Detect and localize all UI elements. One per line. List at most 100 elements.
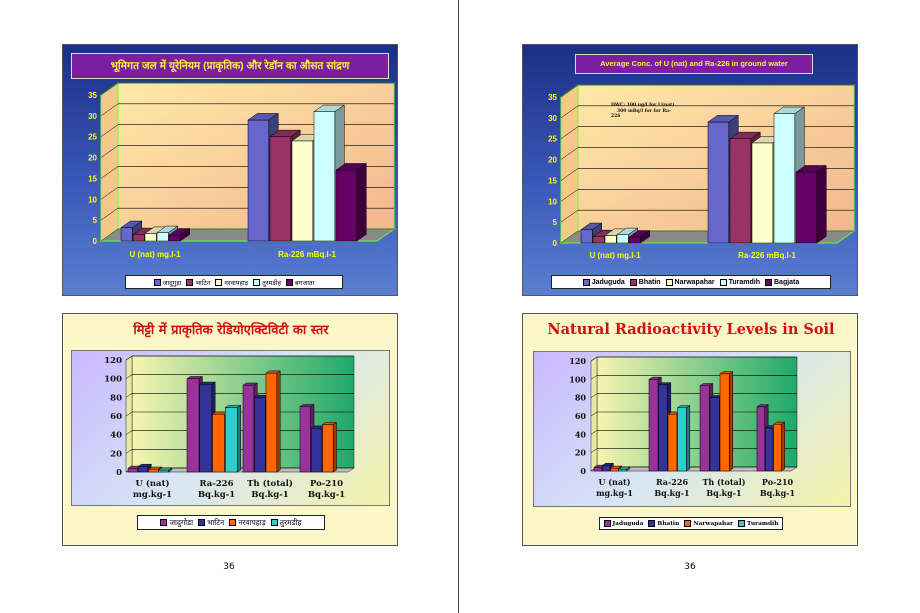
plot-side-wall bbox=[100, 82, 119, 242]
page-number: 36 bbox=[223, 562, 235, 572]
gridline-side bbox=[100, 103, 119, 117]
y-tick-label: 5 bbox=[553, 218, 558, 227]
gridline-side bbox=[125, 355, 133, 361]
legend-label: नरवापहाड़ bbox=[238, 517, 266, 527]
bar bbox=[224, 404, 242, 473]
x-category-label: mg.kg-1 bbox=[133, 490, 172, 500]
legend-label: Narwapahar bbox=[693, 520, 734, 527]
legend-item: बगजाता bbox=[286, 278, 314, 287]
left-page: भूमिगत जल में यूरेनियम (प्राकृतिक) और रे… bbox=[0, 0, 459, 613]
legend-item: जादुगोडा bbox=[160, 518, 193, 528]
bar bbox=[617, 466, 631, 472]
y-tick-label: 35 bbox=[88, 91, 97, 100]
x-category-label: Bq.kg-1 bbox=[706, 488, 741, 498]
legend-item: तुरमडीह bbox=[270, 518, 302, 528]
slide-title: Natural Radioactivity Levels in Soil bbox=[547, 321, 835, 338]
legend-label: जादुगोडा bbox=[169, 517, 194, 527]
legend-label: जादुगुड़ा bbox=[162, 278, 182, 287]
bar bbox=[676, 405, 691, 472]
legend-swatch bbox=[603, 520, 611, 527]
y-tick-label: 60 bbox=[575, 411, 587, 421]
groundwater-chart-english: 0 5 10 15 20 25 30 35 U (nat) mg.l-1 Ra-226 mBq.l… bbox=[548, 84, 856, 260]
groundwater-chart-hindi: 0 5 10 15 20 25 30 35 U (nat) mg.l-1 Ra-226 mBq.l… bbox=[88, 82, 396, 259]
gridline-side bbox=[100, 124, 119, 137]
legend-swatch bbox=[684, 520, 692, 527]
gridline-side bbox=[560, 230, 579, 244]
x-category-label: Bq.kg-1 bbox=[654, 488, 689, 498]
y-tick-label: 0 bbox=[553, 239, 558, 248]
chart-legend: जादुगुड़ा भाटिन नरवापहाड़ तुरमडीह बगजाता bbox=[125, 275, 343, 289]
gridline-side bbox=[560, 209, 579, 223]
bar bbox=[628, 230, 651, 244]
legend-item: भाटिन bbox=[198, 518, 224, 528]
y-tick-label: 25 bbox=[88, 133, 97, 142]
legend-swatch bbox=[665, 278, 673, 286]
legend-item: Jaduguda bbox=[603, 520, 644, 527]
legend-swatch bbox=[229, 519, 237, 526]
bar bbox=[321, 421, 338, 473]
legend-swatch bbox=[160, 519, 168, 526]
y-tick-label: 10 bbox=[548, 197, 557, 206]
gridline-side bbox=[560, 84, 579, 98]
legend-label: Turamdih bbox=[728, 278, 760, 286]
legend-item: Bhatin bbox=[629, 278, 661, 286]
gridline-side bbox=[125, 374, 133, 379]
x-category-label: Ra-226 bbox=[656, 477, 688, 487]
gridline-side bbox=[100, 187, 119, 200]
right-page: Average Conc. of U (nat) and Ra-226 in g… bbox=[460, 0, 920, 613]
y-tick-label: 20 bbox=[88, 154, 97, 163]
slide-soil-hindi: मिट्टी में प्राकृतिक रेडियोएक्टिविटी का … bbox=[62, 313, 398, 546]
gridline-side bbox=[560, 147, 579, 160]
legend-label: बगजाता bbox=[295, 278, 315, 287]
legend-label: Bagjata bbox=[774, 278, 800, 286]
y-tick-label: 35 bbox=[548, 93, 557, 102]
x-category-label: Ra-226 bbox=[199, 479, 233, 489]
legend-swatch bbox=[198, 519, 206, 526]
legend-label: भाटिन bbox=[207, 517, 225, 527]
legend-label: Jaduguda bbox=[612, 520, 644, 527]
legend-swatch bbox=[215, 278, 223, 286]
legend-label: तुरमडीह bbox=[262, 278, 282, 287]
y-tick-label: 120 bbox=[104, 356, 122, 366]
legend-label: Narwapahar bbox=[674, 278, 715, 286]
gridline-side bbox=[100, 145, 119, 158]
y-tick-label: 60 bbox=[110, 412, 122, 422]
x-category-label: U (nat) mg.l-1 bbox=[589, 251, 641, 260]
x-category-label: Po-210 bbox=[310, 479, 343, 489]
gridline-side bbox=[100, 166, 119, 179]
y-tick-label: 40 bbox=[575, 429, 587, 439]
legend-swatch bbox=[719, 278, 727, 286]
y-tick-label: 30 bbox=[548, 114, 557, 123]
legend-label: नरवापहाड़ bbox=[224, 278, 249, 287]
y-tick-label: 20 bbox=[548, 156, 557, 165]
x-category-label: Bq.kg-1 bbox=[760, 488, 795, 498]
y-tick-label: 30 bbox=[88, 112, 97, 121]
y-tick-label: 0 bbox=[116, 468, 122, 478]
y-tick-label: 10 bbox=[88, 195, 97, 204]
chart-legend: Jaduguda Bhatin Narwapahar Turamdih Bagjata bbox=[551, 275, 831, 289]
legend-label: Turamdih bbox=[747, 520, 779, 527]
x-category-label: Bq.kg-1 bbox=[251, 490, 288, 500]
slide-title: मिट्टी में प्राकृतिक रेडियोएक्टिविटी का … bbox=[133, 323, 329, 338]
gridline-side bbox=[100, 207, 119, 221]
bar bbox=[795, 165, 828, 244]
gridline-side bbox=[590, 411, 598, 417]
y-tick-label: 0 bbox=[93, 237, 98, 246]
y-tick-label: 15 bbox=[88, 174, 97, 183]
bar bbox=[772, 421, 786, 472]
y-tick-label: 100 bbox=[104, 375, 122, 385]
gridline-side bbox=[560, 126, 579, 139]
gridline-side bbox=[125, 430, 133, 435]
legend-swatch bbox=[186, 278, 194, 286]
gridline-side bbox=[560, 189, 579, 202]
legend-swatch bbox=[765, 278, 772, 286]
legend-label: भाटिन bbox=[195, 278, 211, 287]
legend-item: Bagjata bbox=[765, 278, 800, 286]
y-tick-label: 15 bbox=[548, 176, 557, 185]
gridline-side bbox=[590, 375, 598, 380]
bar bbox=[265, 370, 282, 473]
y-tick-label: 100 bbox=[569, 374, 586, 384]
y-tick-label: 25 bbox=[548, 135, 557, 144]
x-category-label: U (nat) mg.l-1 bbox=[129, 250, 181, 259]
